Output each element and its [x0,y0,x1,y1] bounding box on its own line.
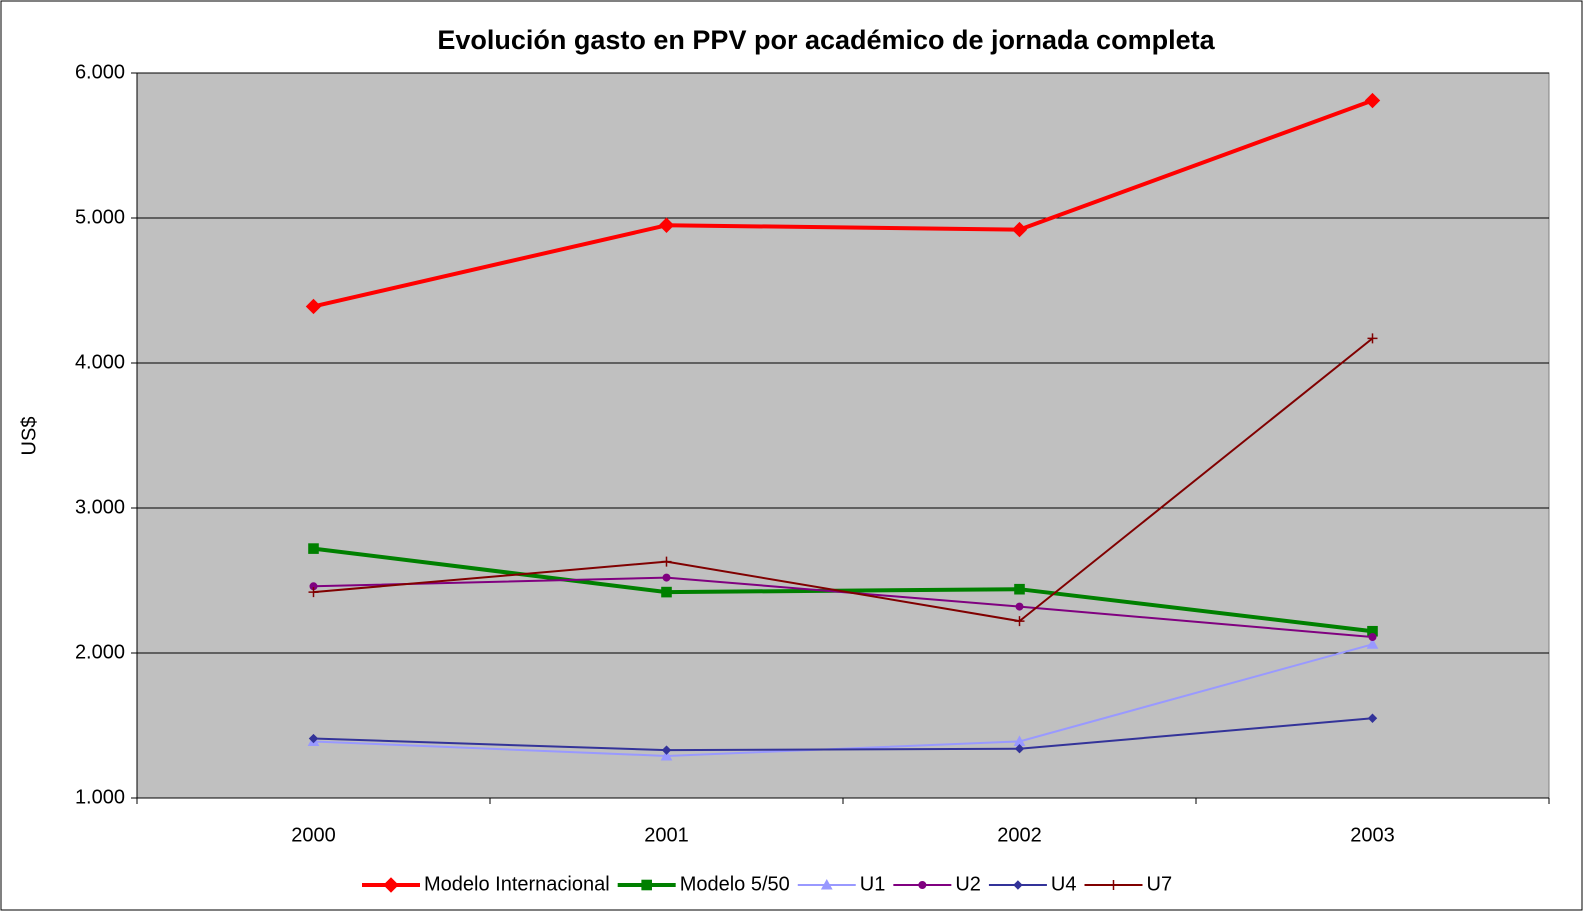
legend-marker [1013,880,1023,890]
data-point [1367,713,1378,723]
data-point [305,298,322,315]
legend-marker [820,878,833,890]
y-tick-label: 3.000 [75,496,125,518]
data-point [661,586,672,598]
legend-label: U7 [1147,873,1173,895]
y-tick-label: 1.000 [75,786,125,808]
data-point [1014,583,1025,595]
data-point [1367,333,1378,344]
y-tick-label: 4.000 [75,351,125,373]
plot-area [136,72,1550,799]
series-line [313,717,1373,752]
data-point [660,749,673,761]
legend-label: U4 [1051,873,1077,895]
data-point [1015,602,1024,611]
data-point [308,733,319,744]
y-tick-label: 5.000 [75,206,125,228]
legend-marker [383,877,399,893]
x-tick-label: 2001 [644,824,689,846]
data-point [661,556,672,567]
data-point [1014,616,1025,627]
data-point [1364,92,1381,109]
series-line [313,337,1374,623]
chart-title: Evolución gasto en PPV por académico de … [437,25,1215,55]
data-point [308,587,319,598]
y-tick-label: 6.000 [75,61,125,83]
legend-label: Modelo 5/50 [680,873,790,895]
legend-marker [641,879,652,891]
series-line [313,98,1374,309]
x-tick-label: 2002 [997,824,1042,846]
x-tick-label: 2000 [291,824,336,846]
legend-marker [1108,880,1119,890]
data-point [658,217,675,233]
data-point [1011,221,1028,238]
data-point [1014,743,1025,754]
data-point [661,745,672,755]
legend-marker [918,881,927,889]
y-axis-label: US$ [18,417,40,456]
data-point [308,543,319,554]
legend-label: U2 [955,873,981,895]
y-tick-label: 2.000 [75,641,125,663]
data-point [1368,633,1377,642]
data-point [662,573,671,582]
legend-label: U1 [860,873,886,895]
legend-label: Modelo Internacional [424,873,610,895]
data-point [1366,638,1379,649]
x-tick-label: 2003 [1350,824,1395,846]
